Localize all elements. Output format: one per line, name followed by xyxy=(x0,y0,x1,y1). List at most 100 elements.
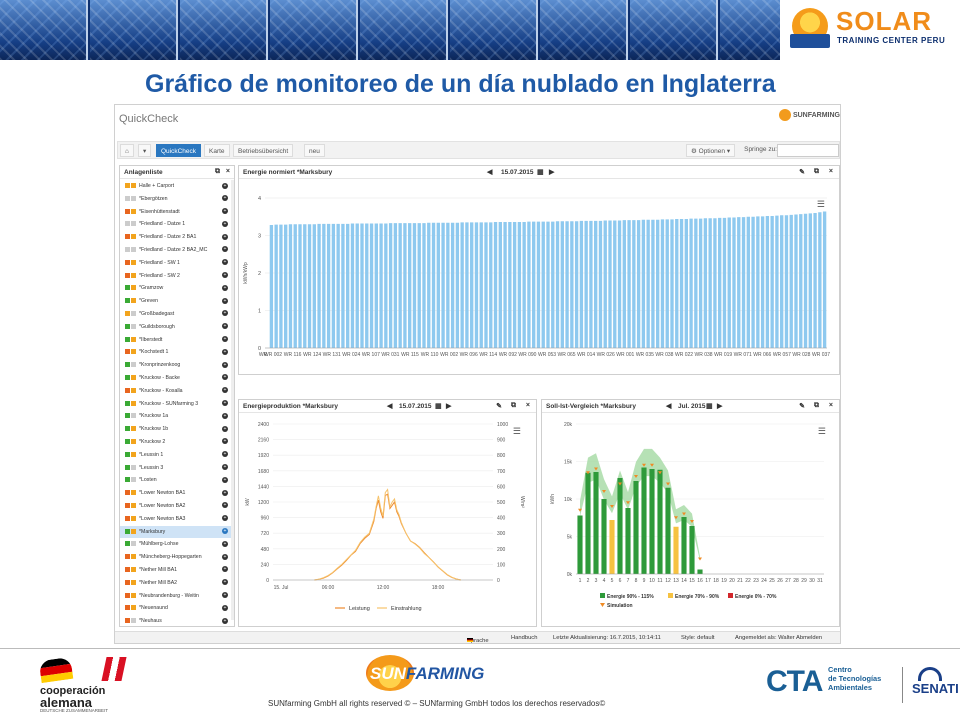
next-date-icon[interactable]: ▶ xyxy=(717,403,723,410)
add-plant-icon[interactable]: + xyxy=(222,233,228,240)
close-icon[interactable]: × xyxy=(828,168,833,175)
plant-list-item[interactable]: *Neuenaund + xyxy=(120,602,232,615)
plant-list-item[interactable]: *Kruckow - Kosalla + xyxy=(120,385,232,398)
add-plant-icon[interactable]: + xyxy=(222,374,228,381)
close-icon[interactable]: × xyxy=(525,402,530,409)
add-plant-icon[interactable]: + xyxy=(222,451,228,458)
add-plant-icon[interactable]: + xyxy=(222,489,228,496)
plant-list-item[interactable]: *Gramzow + xyxy=(120,282,232,295)
wrench-icon[interactable]: ✎ xyxy=(799,403,805,410)
plant-list-item[interactable]: *Nether Mill BA1 + xyxy=(120,564,232,577)
popout-icon[interactable]: ⧉ xyxy=(814,168,819,175)
plant-list-item[interactable]: *Kruckow - SUNfarming 3 + xyxy=(120,398,232,411)
add-plant-icon[interactable]: + xyxy=(222,425,228,432)
style-label[interactable]: Style: default xyxy=(681,635,715,641)
plant-list-item[interactable]: *Ebergötzen + xyxy=(120,193,232,206)
plant-list-item[interactable]: *Friedland - Datze 2 BA2_MC + xyxy=(120,244,232,257)
plant-list-item[interactable]: *Neubrandenburg - Weitin + xyxy=(120,590,232,603)
plant-list-item[interactable]: *Friedland - SW 2 + xyxy=(120,270,232,283)
add-plant-icon[interactable]: + xyxy=(222,208,228,215)
plant-list-item[interactable]: *Friedland - Datze 1 + xyxy=(120,218,232,231)
plant-list-item[interactable]: *Leussin 3 + xyxy=(120,462,232,475)
plant-list-item[interactable]: *Kruckow 1b + xyxy=(120,423,232,436)
plant-list-item[interactable]: *Ilberstedt + xyxy=(120,334,232,347)
add-plant-icon[interactable]: + xyxy=(222,502,228,509)
menu-dropdown-button[interactable]: ▾ xyxy=(138,144,152,157)
add-plant-icon[interactable]: + xyxy=(222,515,228,522)
plant-list-item[interactable]: *Greven + xyxy=(120,295,232,308)
add-plant-icon[interactable]: + xyxy=(222,182,228,189)
plant-list-item[interactable]: *Müncheberg-Hoppegarten + xyxy=(120,551,232,564)
add-plant-icon[interactable]: + xyxy=(222,348,228,355)
plant-list-item[interactable]: *Mühlberg-Lohse + xyxy=(120,538,232,551)
plant-list-item[interactable]: *Leussin 1 + xyxy=(120,449,232,462)
plant-list-item[interactable]: *Friedland - SW 1 + xyxy=(120,257,232,270)
plant-list-item[interactable]: *Guildsborough + xyxy=(120,321,232,334)
add-plant-icon[interactable]: + xyxy=(222,336,228,343)
add-plant-icon[interactable]: + xyxy=(222,195,228,202)
add-plant-icon[interactable]: + xyxy=(222,592,228,598)
tab-karte[interactable]: Karte xyxy=(204,144,230,157)
tab-betriebsuebersicht[interactable]: Betriebsübersicht xyxy=(233,144,294,157)
popout-icon[interactable]: ⧉ xyxy=(511,402,516,409)
prev-date-icon[interactable]: ◀ xyxy=(487,169,493,176)
options-button[interactable]: ⚙ Optionen ▾ xyxy=(686,144,736,157)
add-plant-icon[interactable]: + xyxy=(222,246,228,253)
add-plant-icon[interactable]: + xyxy=(222,617,228,624)
plant-list-item[interactable]: *Kruckow 1a + xyxy=(120,410,232,423)
add-plant-icon[interactable]: + xyxy=(222,361,228,368)
jump-input[interactable] xyxy=(777,144,839,157)
tab-neu[interactable]: neu xyxy=(304,144,325,157)
wrench-icon[interactable]: ✎ xyxy=(799,169,805,176)
add-plant-icon[interactable]: + xyxy=(222,412,228,419)
add-plant-icon[interactable]: + xyxy=(222,272,228,279)
add-plant-icon[interactable]: + xyxy=(222,476,228,483)
add-plant-icon[interactable]: + xyxy=(222,220,228,227)
calendar-icon[interactable]: ▦ xyxy=(435,403,442,410)
prev-date-icon[interactable]: ◀ xyxy=(387,403,393,410)
add-plant-icon[interactable]: + xyxy=(222,387,228,394)
plant-list-item[interactable]: *Friedland - Datze 2 BA1 + xyxy=(120,231,232,244)
prev-date-icon[interactable]: ◀ xyxy=(666,403,672,410)
plant-list-item[interactable]: *Kruckow 2 + xyxy=(120,436,232,449)
plant-list-item[interactable]: *Kochstedt 1 + xyxy=(120,346,232,359)
plant-list-item[interactable]: Halle + Carport + xyxy=(120,180,232,193)
plant-list-item[interactable]: *Losten + xyxy=(120,474,232,487)
add-plant-icon[interactable]: + xyxy=(222,259,228,266)
add-plant-icon[interactable]: + xyxy=(222,310,228,317)
add-plant-icon[interactable]: + xyxy=(222,540,228,547)
popout-icon[interactable]: ⧉ xyxy=(814,402,819,409)
add-plant-icon[interactable]: + xyxy=(222,400,228,407)
add-plant-icon[interactable]: + xyxy=(222,297,228,304)
add-plant-icon[interactable]: + xyxy=(222,604,228,611)
logged-in-user[interactable]: Angemeldet als: Walter Abmelden xyxy=(735,635,823,641)
manual-link[interactable]: Handbuch xyxy=(511,635,538,641)
add-plant-icon[interactable]: + xyxy=(222,464,228,471)
close-icon[interactable]: × xyxy=(225,168,230,175)
close-icon[interactable]: × xyxy=(828,402,833,409)
wrench-icon[interactable]: ✎ xyxy=(496,403,502,410)
home-button[interactable]: ⌂ xyxy=(120,144,134,157)
next-date-icon[interactable]: ▶ xyxy=(549,169,555,176)
plant-list-item[interactable]: *Eisenhüttenstadt + xyxy=(120,206,232,219)
calendar-icon[interactable]: ▦ xyxy=(706,403,713,410)
add-plant-icon[interactable]: + xyxy=(222,323,228,330)
plant-list-item[interactable]: *Kruckow - Backe + xyxy=(120,372,232,385)
add-plant-icon[interactable]: + xyxy=(222,284,228,291)
plant-list-item[interactable]: *Lower Newton BA2 + xyxy=(120,500,232,513)
calendar-icon[interactable]: ▦ xyxy=(537,169,544,176)
chart-date[interactable]: 15.07.2015 xyxy=(399,403,432,410)
plant-list-item[interactable]: *Nether Mill BA2 + xyxy=(120,577,232,590)
chart-date[interactable]: 15.07.2015 xyxy=(501,169,534,176)
add-plant-icon[interactable]: + xyxy=(222,579,228,586)
tab-quickcheck[interactable]: QuickCheck xyxy=(156,144,202,157)
next-date-icon[interactable]: ▶ xyxy=(446,403,452,410)
add-plant-icon[interactable]: + xyxy=(222,438,228,445)
plant-list-item[interactable]: *Lower Newton BA1 + xyxy=(120,487,232,500)
add-plant-icon[interactable]: + xyxy=(222,553,228,560)
plant-list-item[interactable]: *Marksbury + xyxy=(120,525,232,539)
chart-date[interactable]: Jul. 2015 xyxy=(678,403,706,410)
plant-list-item[interactable]: *Großbadegast + xyxy=(120,308,232,321)
plant-list-item[interactable]: *Neuhaus + xyxy=(120,615,232,626)
plant-list-item[interactable]: *Kronprinzenkoog + xyxy=(120,359,232,372)
